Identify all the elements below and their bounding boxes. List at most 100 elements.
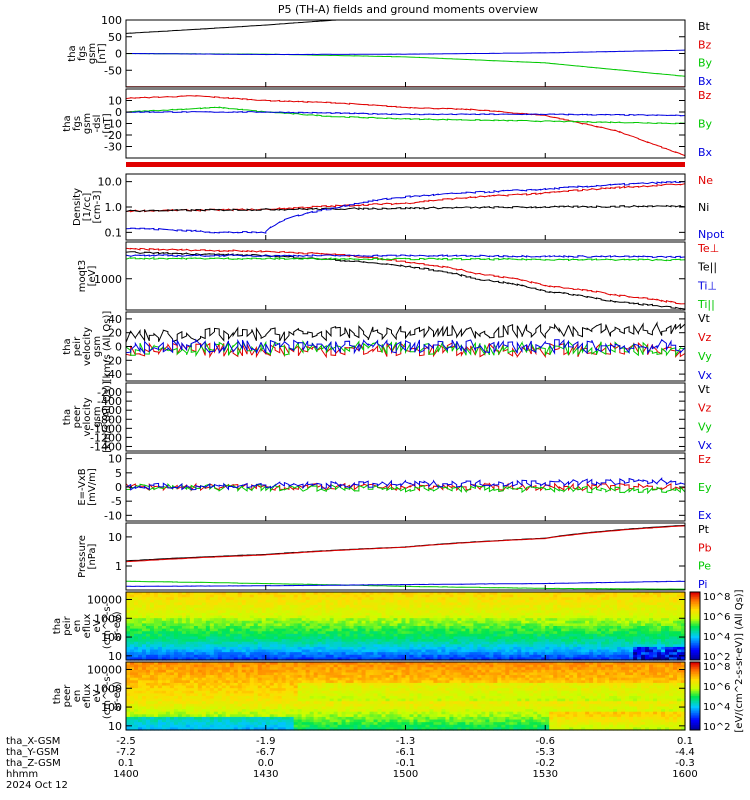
heatmap-cell bbox=[325, 652, 331, 656]
heatmap-cell bbox=[401, 623, 407, 627]
heatmap-cell bbox=[197, 639, 203, 643]
heatmap-cell bbox=[317, 592, 323, 596]
heatmap-cell bbox=[305, 657, 311, 661]
heatmap-cell bbox=[169, 623, 175, 627]
heatmap-cell bbox=[305, 602, 311, 606]
heatmap-cell bbox=[297, 592, 303, 596]
heatmap-cell bbox=[237, 592, 243, 596]
heatmap-cell bbox=[373, 615, 379, 619]
heatmap-cell bbox=[245, 636, 251, 640]
heatmap-cell bbox=[241, 612, 247, 617]
heatmap-cell bbox=[365, 620, 371, 624]
heatmap-cell bbox=[289, 649, 295, 653]
heatmap-cell bbox=[205, 615, 211, 619]
heatmap-cell bbox=[253, 602, 259, 606]
heatmap-cell bbox=[161, 652, 167, 656]
heatmap-cell bbox=[205, 599, 211, 604]
heatmap-cell bbox=[389, 641, 395, 645]
heatmap-cell bbox=[341, 646, 347, 651]
heatmap-cell bbox=[357, 641, 363, 645]
heatmap-cell bbox=[213, 610, 219, 614]
heatmap-cell bbox=[137, 592, 143, 596]
heatmap-cell bbox=[257, 592, 263, 596]
heatmap-cell bbox=[245, 641, 251, 645]
heatmap-cell bbox=[361, 620, 367, 624]
heatmap-cell bbox=[385, 626, 391, 630]
heatmap-cell bbox=[309, 639, 315, 643]
heatmap-cell bbox=[189, 644, 195, 648]
heatmap-cell bbox=[133, 605, 139, 609]
heatmap-cell bbox=[241, 623, 247, 627]
heatmap-cell bbox=[313, 641, 319, 645]
heatmap-cell bbox=[297, 636, 303, 640]
heatmap-cell bbox=[185, 641, 191, 645]
heatmap-cell bbox=[289, 615, 295, 619]
heatmap-cell bbox=[249, 592, 255, 596]
heatmap-cell bbox=[441, 602, 447, 606]
heatmap-cell bbox=[201, 644, 207, 648]
heatmap-cell bbox=[229, 605, 235, 609]
heatmap-cell bbox=[233, 633, 239, 638]
heatmap-cell bbox=[273, 597, 279, 601]
heatmap-cell bbox=[389, 592, 395, 596]
heatmap-cell bbox=[126, 649, 131, 653]
heatmap-cell bbox=[277, 597, 283, 601]
heatmap-cell bbox=[289, 599, 295, 604]
heatmap-cell bbox=[301, 612, 307, 617]
heatmap-cell bbox=[377, 652, 383, 656]
heatmap-cell bbox=[393, 607, 399, 611]
heatmap-cell bbox=[397, 654, 403, 658]
heatmap-cell bbox=[425, 597, 431, 601]
heatmap-cell bbox=[413, 623, 419, 627]
heatmap-cell bbox=[385, 641, 391, 645]
heatmap-cell bbox=[129, 623, 135, 627]
heatmap-cell bbox=[185, 599, 191, 604]
heatmap-cell bbox=[313, 615, 319, 619]
heatmap-cell bbox=[381, 592, 387, 596]
heatmap-cell bbox=[249, 639, 255, 643]
heatmap-cell bbox=[373, 626, 379, 630]
heatmap-cell bbox=[429, 631, 435, 635]
heatmap-cell bbox=[297, 623, 303, 627]
heatmap-cell bbox=[357, 626, 363, 630]
heatmap-cell bbox=[157, 610, 163, 614]
heatmap-cell bbox=[353, 657, 359, 661]
heatmap-cell bbox=[397, 620, 403, 624]
heatmap-cell bbox=[177, 633, 183, 638]
heatmap-cell bbox=[141, 636, 147, 640]
heatmap-cell bbox=[293, 612, 299, 617]
heatmap-cell bbox=[257, 594, 263, 598]
heatmap-cell bbox=[401, 649, 407, 653]
heatmap-cell bbox=[241, 597, 247, 601]
heatmap-cell bbox=[361, 602, 367, 606]
heatmap-cell bbox=[377, 615, 383, 619]
heatmap-cell bbox=[373, 599, 379, 604]
heatmap-cell bbox=[441, 599, 447, 604]
heatmap-cell bbox=[161, 623, 167, 627]
legend-Vz: Vz bbox=[698, 331, 712, 344]
heatmap-cell bbox=[421, 607, 427, 611]
heatmap-cell bbox=[169, 620, 175, 624]
heatmap-cell bbox=[189, 597, 195, 601]
heatmap-cell bbox=[297, 607, 303, 611]
heatmap-cell bbox=[321, 594, 327, 598]
heatmap-cell bbox=[433, 607, 439, 611]
heatmap-cell bbox=[126, 628, 131, 632]
heatmap-cell bbox=[177, 631, 183, 635]
heatmap-cell bbox=[161, 597, 167, 601]
heatmap-cell bbox=[313, 654, 319, 658]
heatmap-cell bbox=[209, 657, 215, 661]
heatmap-cell bbox=[165, 602, 171, 606]
heatmap-cell bbox=[325, 615, 331, 619]
heatmap-cell bbox=[197, 623, 203, 627]
heatmap-cell bbox=[225, 602, 231, 606]
heatmap-cell bbox=[141, 594, 147, 598]
heatmap-cell bbox=[269, 626, 275, 630]
heatmap-cell bbox=[413, 641, 419, 645]
heatmap-cell bbox=[333, 626, 339, 630]
heatmap-cell bbox=[149, 639, 155, 643]
heatmap-cell bbox=[233, 646, 239, 651]
heatmap-cell bbox=[397, 639, 403, 643]
heatmap-cell bbox=[145, 641, 151, 645]
heatmap-cell bbox=[365, 626, 371, 630]
